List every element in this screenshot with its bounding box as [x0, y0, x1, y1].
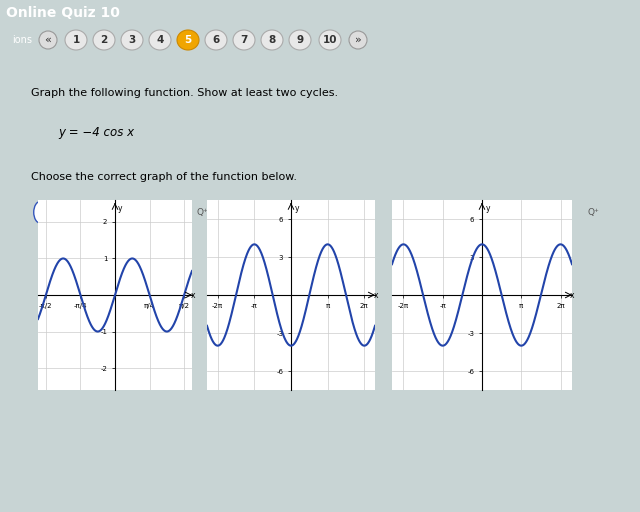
- Text: Choose the correct graph of the function below.: Choose the correct graph of the function…: [31, 172, 297, 182]
- Text: Q⁺: Q⁺: [196, 208, 208, 217]
- Text: Q⁺: Q⁺: [588, 208, 600, 217]
- Text: 3: 3: [129, 35, 136, 45]
- Ellipse shape: [121, 30, 143, 50]
- Text: A.: A.: [58, 207, 68, 217]
- Ellipse shape: [233, 30, 255, 50]
- Ellipse shape: [239, 201, 252, 223]
- Ellipse shape: [34, 201, 47, 223]
- Ellipse shape: [319, 30, 341, 50]
- Ellipse shape: [93, 30, 115, 50]
- Text: ions: ions: [12, 35, 32, 45]
- Text: x: x: [570, 291, 575, 300]
- Ellipse shape: [39, 31, 57, 49]
- Text: 6: 6: [212, 35, 220, 45]
- Ellipse shape: [149, 30, 171, 50]
- Text: B.: B.: [262, 207, 273, 217]
- Ellipse shape: [177, 30, 199, 50]
- Text: 10: 10: [323, 35, 337, 45]
- Text: Q⁺: Q⁺: [392, 208, 404, 217]
- Text: 7: 7: [240, 35, 248, 45]
- Text: y: y: [118, 204, 123, 213]
- Text: x: x: [373, 291, 378, 300]
- Text: Graph the following function. Show at least two cycles.: Graph the following function. Show at le…: [31, 88, 339, 98]
- Ellipse shape: [349, 31, 367, 49]
- Text: C.: C.: [458, 207, 469, 217]
- Text: Online Quiz 10: Online Quiz 10: [6, 6, 120, 20]
- Text: 4: 4: [156, 35, 164, 45]
- Text: »: »: [355, 35, 362, 45]
- Text: 5: 5: [184, 35, 191, 45]
- Text: 9: 9: [296, 35, 303, 45]
- Text: 2: 2: [100, 35, 108, 45]
- Text: y: y: [294, 204, 299, 213]
- Text: y: y: [486, 204, 490, 213]
- Text: y = −4 cos x: y = −4 cos x: [59, 126, 135, 139]
- Ellipse shape: [65, 30, 87, 50]
- Text: «: «: [45, 35, 51, 45]
- Ellipse shape: [289, 30, 311, 50]
- Text: 1: 1: [72, 35, 79, 45]
- Text: x: x: [191, 291, 195, 300]
- Ellipse shape: [434, 201, 447, 223]
- Ellipse shape: [261, 30, 283, 50]
- Ellipse shape: [205, 30, 227, 50]
- Text: 8: 8: [268, 35, 276, 45]
